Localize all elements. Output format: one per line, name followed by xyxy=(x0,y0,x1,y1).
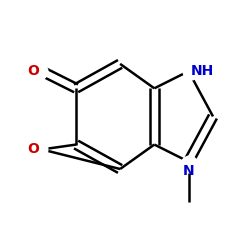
Text: O: O xyxy=(28,64,40,78)
Text: N: N xyxy=(183,164,194,178)
Text: O: O xyxy=(28,142,40,156)
Text: NH: NH xyxy=(191,64,214,78)
